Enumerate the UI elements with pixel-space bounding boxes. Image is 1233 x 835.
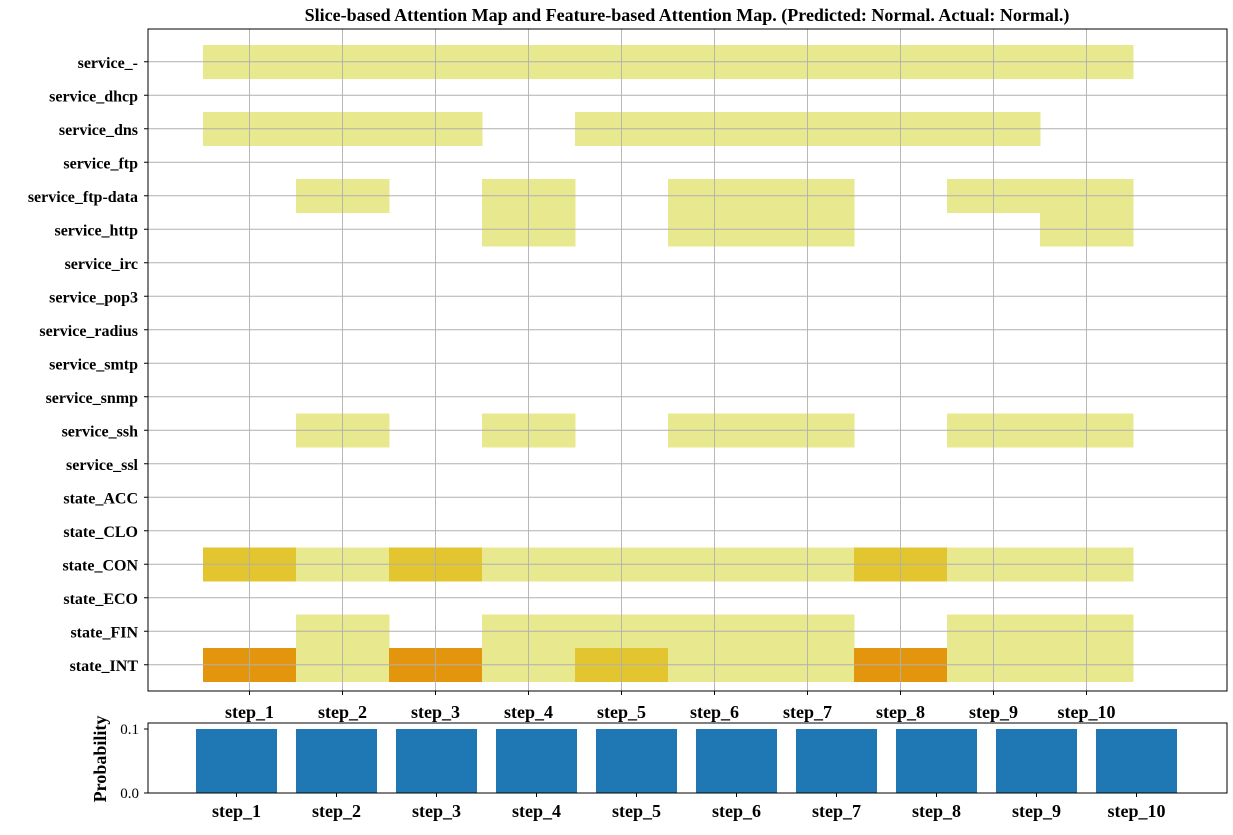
y-tick-label: service_ftp-data <box>28 189 138 206</box>
x-tick-label: step_4 <box>504 702 553 722</box>
y-tick-label: service_irc <box>65 256 138 273</box>
probability-bar <box>396 729 477 793</box>
y-tick-label: service_dhcp <box>49 88 138 105</box>
y-tick-label: state_CLO <box>63 524 138 541</box>
probability-bar <box>496 729 577 793</box>
y-tick-label: service_smtp <box>49 356 138 373</box>
probability-bar <box>896 729 977 793</box>
y-tick-label: state_FIN <box>70 624 138 641</box>
y-tick-label: service_ssl <box>66 457 139 474</box>
probability-bar-chart: 0.0 0.1 Probability step_1 step_2 step_3 step_… <box>90 716 1228 821</box>
probability-bar <box>696 729 777 793</box>
bar-x-tick-label: step_10 <box>1108 801 1166 821</box>
x-tick-label: step_1 <box>225 702 274 722</box>
bar-x-tick-label: step_9 <box>1012 801 1061 821</box>
bar-y-tick-label: 0.1 <box>120 722 139 738</box>
y-tick-label: service_ftp <box>63 155 138 172</box>
bar-x-tick-label: step_7 <box>812 801 861 821</box>
y-tick-label: service_- <box>78 55 138 72</box>
bar-frame <box>147 722 1228 794</box>
probability-bar <box>796 729 877 793</box>
bar-y-tick-label: 0.0 <box>120 786 139 802</box>
bar-x-tick-label: step_8 <box>912 801 961 821</box>
y-tick-label: service_snmp <box>46 390 139 407</box>
x-tick-label: step_9 <box>969 702 1018 722</box>
probability-bar <box>296 729 377 793</box>
attention-heatmap: service_- service_dhcp service_dns service_… <box>28 28 1228 722</box>
y-tick-label: state_INT <box>70 658 139 675</box>
bar-x-tick-label: step_4 <box>512 801 561 821</box>
chart-title: Slice-based Attention Map and Feature-ba… <box>305 5 1070 26</box>
y-tick-label: service_ssh <box>62 423 139 440</box>
probability-bar <box>596 729 677 793</box>
bar-x-tick-label: step_5 <box>612 801 661 821</box>
heatmap-frame <box>147 28 1228 692</box>
probability-bar <box>1096 729 1177 793</box>
y-tick-label: service_radius <box>39 323 138 340</box>
probability-bar <box>996 729 1077 793</box>
bar-x-tick-label: step_1 <box>212 801 261 821</box>
x-tick-label: step_10 <box>1058 702 1116 722</box>
x-tick-label: step_5 <box>597 702 646 722</box>
x-tick-label: step_2 <box>318 702 367 722</box>
x-tick-label: step_6 <box>690 702 739 722</box>
probability-bar <box>196 729 277 793</box>
bar-x-tick-label: step_6 <box>712 801 761 821</box>
x-tick-label: step_8 <box>876 702 925 722</box>
bar-y-axis-title: Probability <box>90 716 110 803</box>
y-tick-label: service_dns <box>59 122 138 139</box>
y-tick-label: state_ECO <box>63 591 138 608</box>
y-tick-label: service_http <box>54 222 138 239</box>
heatmap-grid <box>148 29 1227 691</box>
bar-x-tick-label: step_3 <box>412 801 461 821</box>
y-tick-label: state_ACC <box>63 490 138 507</box>
y-tick-label: service_pop3 <box>49 289 138 306</box>
bar-x-tick-label: step_2 <box>312 801 361 821</box>
y-tick-label: state_CON <box>62 557 138 574</box>
x-tick-label: step_7 <box>783 702 832 722</box>
x-tick-label: step_3 <box>411 702 460 722</box>
